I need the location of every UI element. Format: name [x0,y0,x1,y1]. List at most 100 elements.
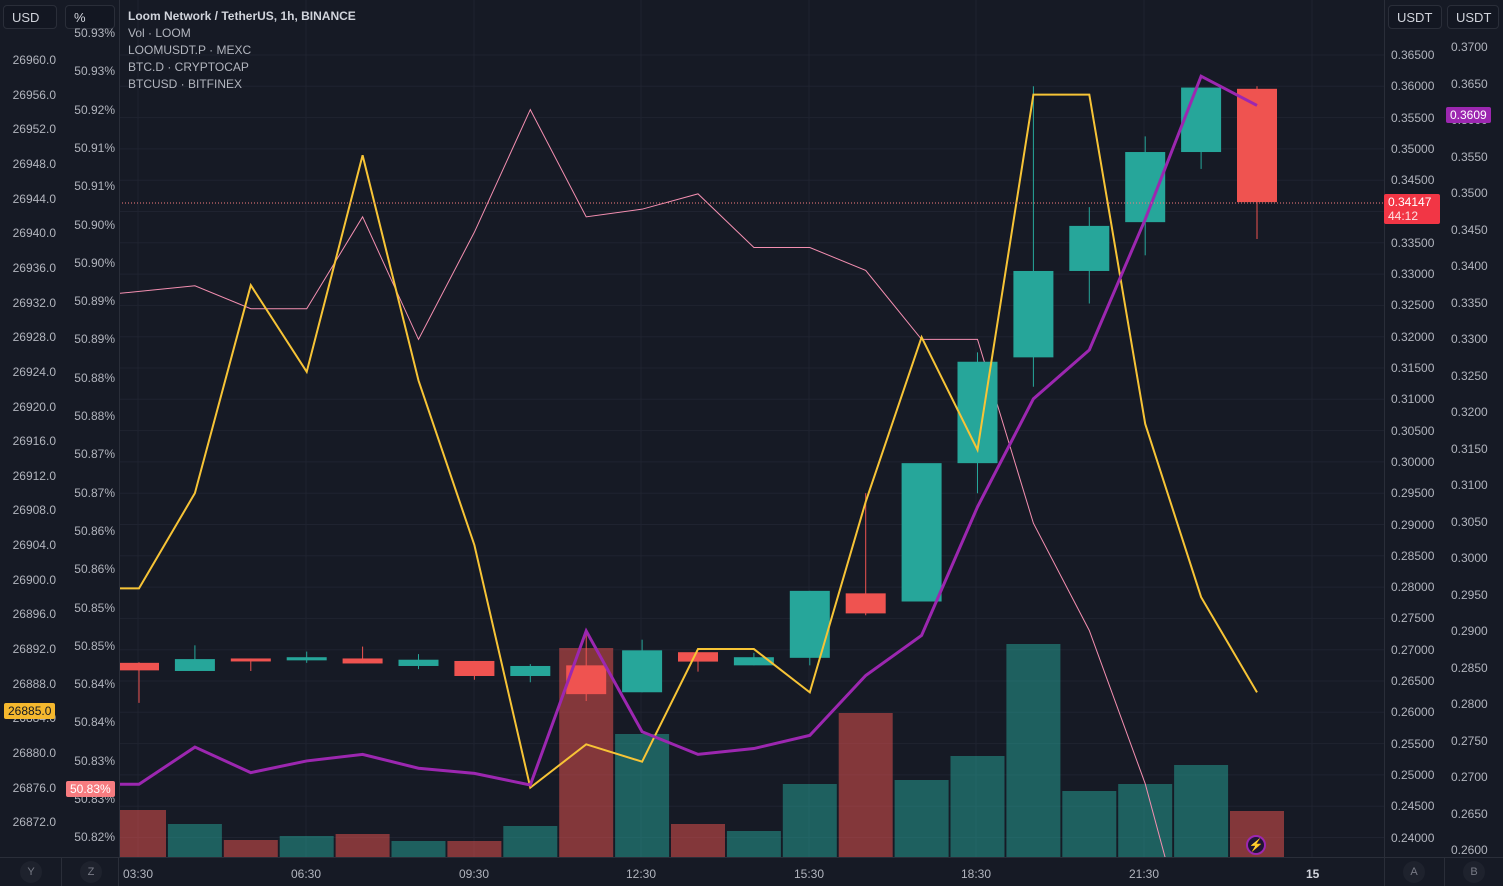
tick-label: 26960.0 [12,53,56,67]
tick-label: 0.3650 [1451,76,1488,91]
legend-item-btcd[interactable]: BTC.D · CRYPTOCAP [128,60,249,74]
tick-label: 0.3200 [1451,405,1488,419]
tick-label: 0.34500 [1391,173,1435,188]
tick-label: 0.24500 [1391,799,1435,814]
tick-label: 0.31000 [1391,392,1435,407]
tick-label: 0.35500 [1391,110,1435,125]
tick-label: 0.30000 [1391,454,1435,469]
legend-item-mexc[interactable]: LOOMUSDT.P · MEXC [128,43,252,57]
tick-label: 50.90% [74,217,115,232]
tick-label: 0.24000 [1391,830,1435,845]
tick-label: 0.32000 [1391,329,1435,344]
tick-label: 50.91% [74,179,115,194]
time-label: 18:30 [961,867,992,881]
tick-label: 50.91% [74,140,115,155]
tick-label: 26940.0 [12,226,56,241]
tick-label: 26924.0 [12,364,56,379]
tick-label: 26900.0 [12,572,56,587]
tick-label: 0.31500 [1391,361,1435,375]
legend-title: Loom Network / TetherUS, 1h, BINANCE [128,9,356,23]
tick-label: 0.2950 [1451,587,1488,602]
tick-label: 0.2900 [1451,624,1488,638]
scale-button-b[interactable]: B [1463,861,1485,883]
tick-label: 0.35000 [1391,141,1435,156]
tick-label: 0.3450 [1451,222,1488,237]
tick-label: 50.89% [74,332,115,347]
tick-label: 0.3500 [1451,186,1488,200]
right-price-scale-usdt-2[interactable]: USDT 0.37000.36500.36000.35500.35000.345… [1445,0,1503,858]
tick-label: 0.3250 [1451,368,1488,383]
tick-label: 50.84% [74,677,115,692]
tick-label: 26928.0 [12,330,56,345]
mexc-last-price-tag: 0.3609 [1446,107,1491,123]
scale-button-y[interactable]: Y [20,861,42,883]
tick-label: 0.3350 [1451,295,1488,310]
time-label: 15:30 [794,867,825,881]
tick-label: 0.3050 [1451,514,1488,529]
tick-label: 26872.0 [12,815,56,830]
tick-label: 0.25500 [1391,736,1435,751]
tick-label: 26948.0 [12,156,56,171]
time-scale[interactable]: Y Z A B 03:30 06:30 09:30 12:30 15:30 18:30 21… [0,857,1503,886]
tick-label: 0.36500 [1391,48,1435,62]
lightning-event-icon[interactable]: ⚡ [1246,835,1266,855]
tick-label: 0.3100 [1451,478,1488,492]
tick-label: 50.82% [74,830,115,845]
tick-label: 0.3700 [1451,40,1488,54]
bar-countdown: 44:12 [1388,209,1419,223]
scale-button-a[interactable]: A [1403,861,1425,883]
tick-label: 50.84% [74,715,115,730]
loom-last-price-tag: 0.34147 44:12 [1384,194,1440,224]
tick-label: 50.85% [74,638,115,653]
tick-label: 0.3000 [1451,551,1488,565]
tick-label: 0.3550 [1451,149,1488,164]
tick-label: 0.33500 [1391,235,1435,250]
tick-label: 50.86% [74,562,115,577]
tick-label: 50.88% [74,409,115,423]
tick-label: 0.2850 [1451,660,1488,675]
tick-label: 0.2700 [1451,770,1488,784]
tick-label: 26936.0 [12,260,56,275]
tick-label: 0.3150 [1451,441,1488,456]
time-label: 15 [1306,867,1320,881]
tick-label: 0.29000 [1391,517,1435,532]
unit-button-usdt-b[interactable]: USDT [1447,5,1499,29]
tick-label: 0.27000 [1391,642,1435,657]
tick-label: 0.28500 [1391,548,1435,563]
tick-label: 0.32500 [1391,298,1435,313]
legend-item-btcusd[interactable]: BTCUSD · BITFINEX [128,77,243,91]
left-price-scale-percent[interactable]: % 50.93% 50.93% 50.92% 50.91% 50.91% 50.90% 50… [62,0,120,858]
tick-label: 26888.0 [12,676,56,691]
tick-label: 0.2650 [1451,806,1488,821]
loom-last-price: 0.34147 [1388,195,1432,209]
tick-label: 0.3300 [1451,332,1488,346]
tick-label: 0.26000 [1391,705,1435,720]
time-label: 21:30 [1129,867,1160,881]
legend-item-volume[interactable]: Vol · LOOM [128,26,191,40]
tick-label: 50.93% [74,26,115,40]
scale-button-z[interactable]: Z [80,861,102,883]
tick-label: 50.89% [74,294,115,309]
tick-label: 26908.0 [12,503,56,518]
tick-label: 0.30500 [1391,423,1435,438]
tick-label: 26896.0 [12,607,56,622]
right-price-scale-usdt[interactable]: USDT 0.36500 0.36000 0.35500 0.35000 0.34500… [1384,0,1446,858]
tick-label: 26880.0 [12,746,56,760]
tick-label: 26956.0 [12,87,56,102]
tick-label: 50.83% [74,753,115,768]
tick-label: 26912.0 [12,468,56,483]
tick-label: 50.87% [74,485,115,500]
unit-button-usd[interactable]: USD [3,5,57,29]
btcd-last-price-tag: 50.83% [66,781,115,797]
tick-label: 50.86% [74,523,115,538]
unit-button-usdt-a[interactable]: USDT [1388,5,1442,29]
tick-label: 0.33000 [1391,267,1435,282]
chart-plot-area[interactable] [119,0,1384,858]
tick-label: 0.25000 [1391,767,1435,782]
tick-label: 26892.0 [12,642,56,657]
left-price-scale-usd[interactable]: USD 26960.0 26956.0 26952.0 26948.0 26944.0 2… [0,0,63,858]
chart-legend: Loom Network / TetherUS, 1h, BINANCE Vol… [128,8,356,93]
tick-label: 0.2600 [1451,843,1488,857]
tick-label: 0.26500 [1391,674,1435,688]
unit-button-percent[interactable]: % [65,5,115,29]
